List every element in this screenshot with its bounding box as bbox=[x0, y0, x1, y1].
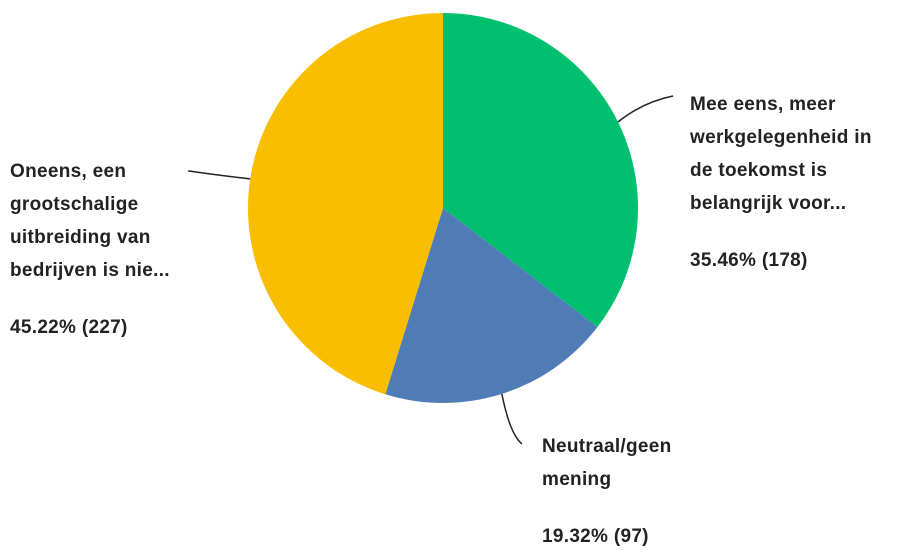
leader-line-disagree bbox=[188, 170, 251, 180]
pie-slice-disagree bbox=[248, 13, 443, 395]
leader-lines bbox=[188, 95, 674, 445]
leader-line-agree bbox=[617, 95, 674, 123]
slice-label-neutral-value: 19.32% (97) bbox=[542, 526, 649, 547]
pie-slices bbox=[248, 13, 639, 403]
slice-label-neutral-text: Neutraal/geen mening bbox=[542, 436, 672, 490]
slice-label-agree: Mee eens, meer werkgelegenheid in de toe… bbox=[690, 88, 872, 277]
slice-label-agree-text: Mee eens, meer werkgelegenheid in de toe… bbox=[690, 94, 872, 214]
slice-label-disagree-value: 45.22% (227) bbox=[10, 317, 128, 338]
slice-label-disagree: Oneens, een grootschalige uitbreiding va… bbox=[10, 155, 170, 344]
pie-slice-neutral bbox=[385, 208, 598, 403]
slice-label-neutral: Neutraal/geen mening 19.32% (97) bbox=[542, 430, 672, 553]
pie-slice-agree bbox=[443, 13, 639, 328]
leader-line-neutral bbox=[501, 393, 523, 445]
slice-label-disagree-text: Oneens, een grootschalige uitbreiding va… bbox=[10, 161, 170, 281]
slice-label-agree-value: 35.46% (178) bbox=[690, 250, 808, 271]
